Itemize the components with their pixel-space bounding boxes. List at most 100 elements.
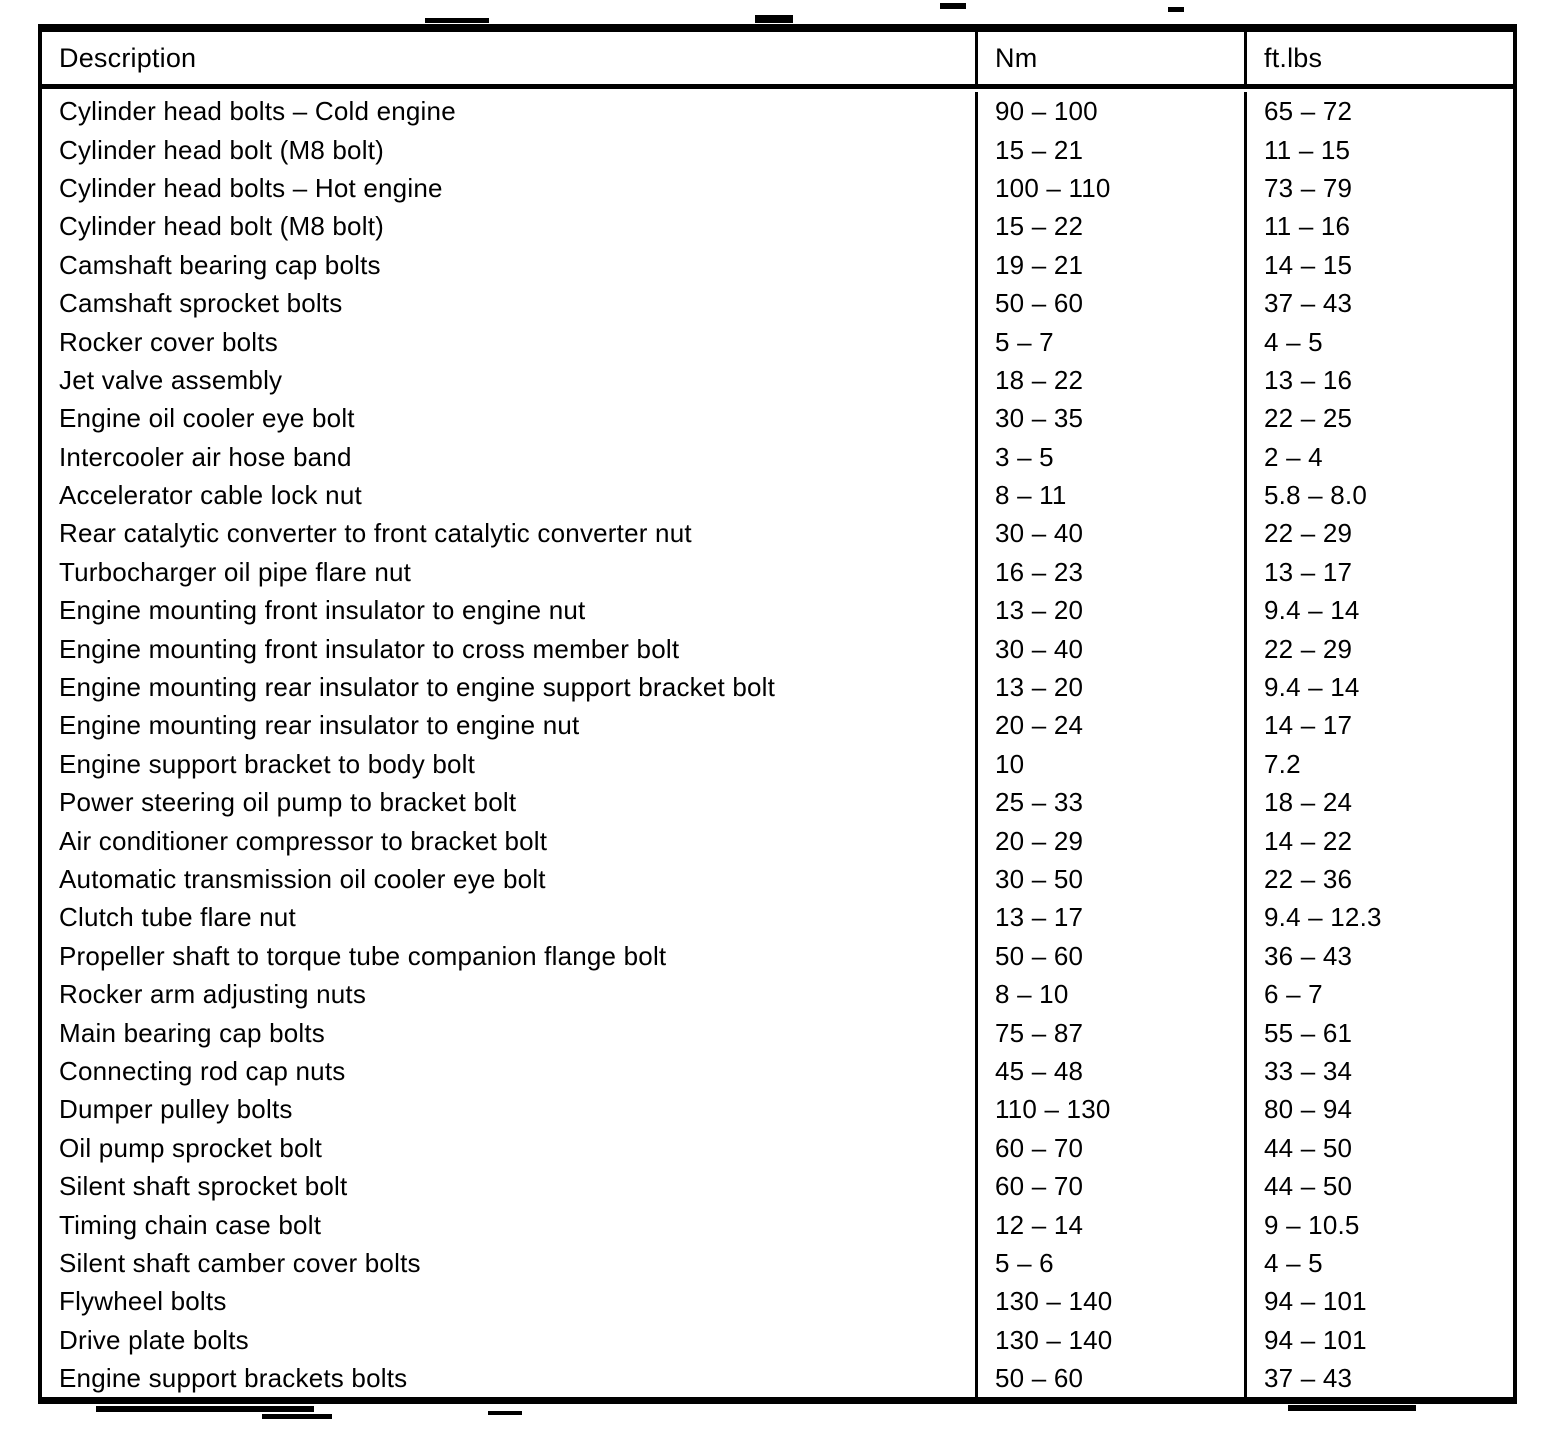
ftlbs-cell: 4 – 5 [1264, 326, 1323, 357]
table-row: Engine mounting rear insulator to engine… [42, 667, 1513, 707]
table-body: Cylinder head bolts – Cold engine 90 – 10… [42, 89, 1513, 1398]
table-header-row: Description Nm ft.lbs [42, 32, 1513, 89]
nm-cell: 50 – 60 [978, 1358, 1247, 1398]
header-description: Description [42, 32, 978, 84]
table-row: Rocker cover bolts 5 – 7 4 – 5 [42, 322, 1513, 361]
ftlbs-cell: 37 – 43 [1264, 288, 1353, 319]
nm-cell: 100 – 110 [978, 168, 1247, 208]
description-cell: Engine mounting front insulator to engin… [42, 591, 978, 630]
ftlbs-cell: 37 – 43 [1264, 1363, 1353, 1394]
table-row: Power steering oil pump to bracket bolt 2… [42, 783, 1513, 822]
nm-cell: 5 – 7 [978, 322, 1247, 361]
description-cell: Engine mounting rear insulator to engine… [42, 706, 978, 745]
ftlbs-cell: 14 – 15 [1264, 249, 1353, 280]
description-cell: Engine support brackets bolts [42, 1358, 978, 1398]
ftlbs-cell: 5.8 – 8.0 [1264, 480, 1367, 511]
nm-cell: 50 – 60 [978, 283, 1247, 323]
ftlbs-cell: 36 – 43 [1264, 940, 1353, 971]
description-cell: Intercooler air hose band [42, 437, 978, 476]
description-cell: Engine support bracket to body bolt [42, 744, 978, 784]
table-row: Accelerator cable lock nut 8 – 11 5.8 – 8.… [42, 475, 1513, 515]
table-row: Silent shaft sprocket bolt 60 – 70 44 – 50 [42, 1166, 1513, 1206]
table-row: Main bearing cap bolts 75 – 87 55 – 61 [42, 1013, 1513, 1052]
description-cell: Rear catalytic converter to front cataly… [42, 514, 978, 553]
table-row: Dumper pulley bolts 110 – 130 80 – 94 [42, 1090, 1513, 1129]
description-cell: Air conditioner compressor to bracket bo… [42, 821, 978, 860]
nm-cell: 13 – 17 [978, 898, 1247, 937]
description-cell: Dumper pulley bolts [42, 1090, 978, 1129]
ftlbs-cell: 94 – 101 [1264, 1324, 1367, 1355]
ftlbs-cell: 80 – 94 [1264, 1094, 1353, 1125]
description-cell: Oil pump sprocket bolt [42, 1128, 978, 1167]
description-cell: Power steering oil pump to bracket bolt [42, 783, 978, 822]
nm-cell: 130 – 140 [978, 1320, 1247, 1359]
description-cell: Flywheel bolts [42, 1282, 978, 1321]
table-row: Engine mounting front insulator to cross… [42, 629, 1513, 668]
table-row: Cylinder head bolts – Cold engine 90 – 10… [42, 92, 1513, 131]
nm-cell: 3 – 5 [978, 437, 1247, 476]
nm-cell: 30 – 40 [978, 514, 1247, 553]
table-row: Jet valve assembly 18 – 22 13 – 16 [42, 360, 1513, 400]
description-cell: Cylinder head bolt (M8 bolt) [42, 207, 978, 246]
description-cell: Propeller shaft to torque tube companion… [42, 936, 978, 975]
table-row: Flywheel bolts 130 – 140 94 – 101 [42, 1282, 1513, 1321]
table-row: Engine oil cooler eye bolt 30 – 35 22 – 25 [42, 399, 1513, 438]
nm-cell: 13 – 20 [978, 591, 1247, 630]
nm-cell: 15 – 21 [978, 130, 1247, 169]
table-row: Engine support bracket to body bolt 10 7.2 [42, 744, 1513, 784]
table-row: Propeller shaft to torque tube companion… [42, 936, 1513, 975]
table-row: Engine support brackets bolts 50 – 60 37 –… [42, 1358, 1513, 1398]
ftlbs-cell: 22 – 29 [1264, 518, 1353, 549]
ftlbs-cell: 14 – 17 [1264, 710, 1353, 741]
description-cell: Cylinder head bolts – Cold engine [42, 92, 978, 131]
description-cell: Camshaft sprocket bolts [42, 283, 978, 323]
description-cell: Rocker cover bolts [42, 322, 978, 361]
nm-cell: 12 – 14 [978, 1205, 1247, 1244]
nm-cell: 60 – 70 [978, 1128, 1247, 1167]
nm-cell: 5 – 6 [978, 1243, 1247, 1283]
description-cell: Main bearing cap bolts [42, 1013, 978, 1052]
table-row: Engine mounting front insulator to engin… [42, 591, 1513, 630]
scan-artifact [262, 1414, 332, 1419]
ftlbs-cell: 33 – 34 [1264, 1055, 1353, 1086]
table-row: Oil pump sprocket bolt 60 – 70 44 – 50 [42, 1128, 1513, 1167]
ftlbs-cell: 9.4 – 14 [1264, 595, 1360, 626]
table-row: Timing chain case bolt 12 – 14 9 – 10.5 [42, 1205, 1513, 1244]
description-cell: Silent shaft sprocket bolt [42, 1166, 978, 1206]
table-row: Connecting rod cap nuts 45 – 48 33 – 34 [42, 1051, 1513, 1091]
ftlbs-cell: 18 – 24 [1264, 787, 1353, 818]
ftlbs-cell: 4 – 5 [1264, 1247, 1323, 1278]
torque-spec-table: Description Nm ft.lbs Cylinder head bolt… [38, 24, 1517, 1404]
ftlbs-cell: 44 – 50 [1264, 1132, 1353, 1163]
table-row: Automatic transmission oil cooler eye bo… [42, 859, 1513, 899]
nm-cell: 25 – 33 [978, 783, 1247, 822]
table-row: Engine mounting rear insulator to engine… [42, 706, 1513, 745]
ftlbs-cell: 9.4 – 12.3 [1264, 902, 1382, 933]
table-row: Rocker arm adjusting nuts 8 – 10 6 – 7 [42, 974, 1513, 1014]
table-row: Camshaft sprocket bolts 50 – 60 37 – 43 [42, 283, 1513, 323]
description-cell: Automatic transmission oil cooler eye bo… [42, 859, 978, 899]
table-row: Cylinder head bolt (M8 bolt) 15 – 22 11 – … [42, 207, 1513, 246]
ftlbs-cell: 22 – 25 [1264, 403, 1353, 434]
ftlbs-cell: 11 – 16 [1264, 211, 1351, 242]
scan-artifact [425, 18, 489, 23]
ftlbs-cell: 44 – 50 [1264, 1171, 1353, 1202]
ftlbs-cell: 6 – 7 [1264, 979, 1323, 1010]
table-row: Cylinder head bolts – Hot engine 100 – 11… [42, 168, 1513, 208]
table-row: Silent shaft camber cover bolts 5 – 6 4 – … [42, 1243, 1513, 1283]
table-row: Rear catalytic converter to front cataly… [42, 514, 1513, 553]
ftlbs-cell: 13 – 16 [1264, 364, 1353, 395]
scan-artifact [1168, 7, 1184, 12]
scan-artifact [940, 3, 966, 9]
description-cell: Rocker arm adjusting nuts [42, 974, 978, 1014]
description-cell: Connecting rod cap nuts [42, 1051, 978, 1091]
description-cell: Engine oil cooler eye bolt [42, 399, 978, 438]
nm-cell: 15 – 22 [978, 207, 1247, 246]
ftlbs-cell: 22 – 29 [1264, 633, 1353, 664]
nm-cell: 30 – 35 [978, 399, 1247, 438]
nm-cell: 10 [978, 744, 1247, 784]
table-row: Clutch tube flare nut 13 – 17 9.4 – 12.3 [42, 898, 1513, 937]
nm-cell: 16 – 23 [978, 552, 1247, 592]
ftlbs-cell: 2 – 4 [1264, 441, 1323, 472]
ftlbs-cell: 13 – 17 [1264, 556, 1353, 587]
